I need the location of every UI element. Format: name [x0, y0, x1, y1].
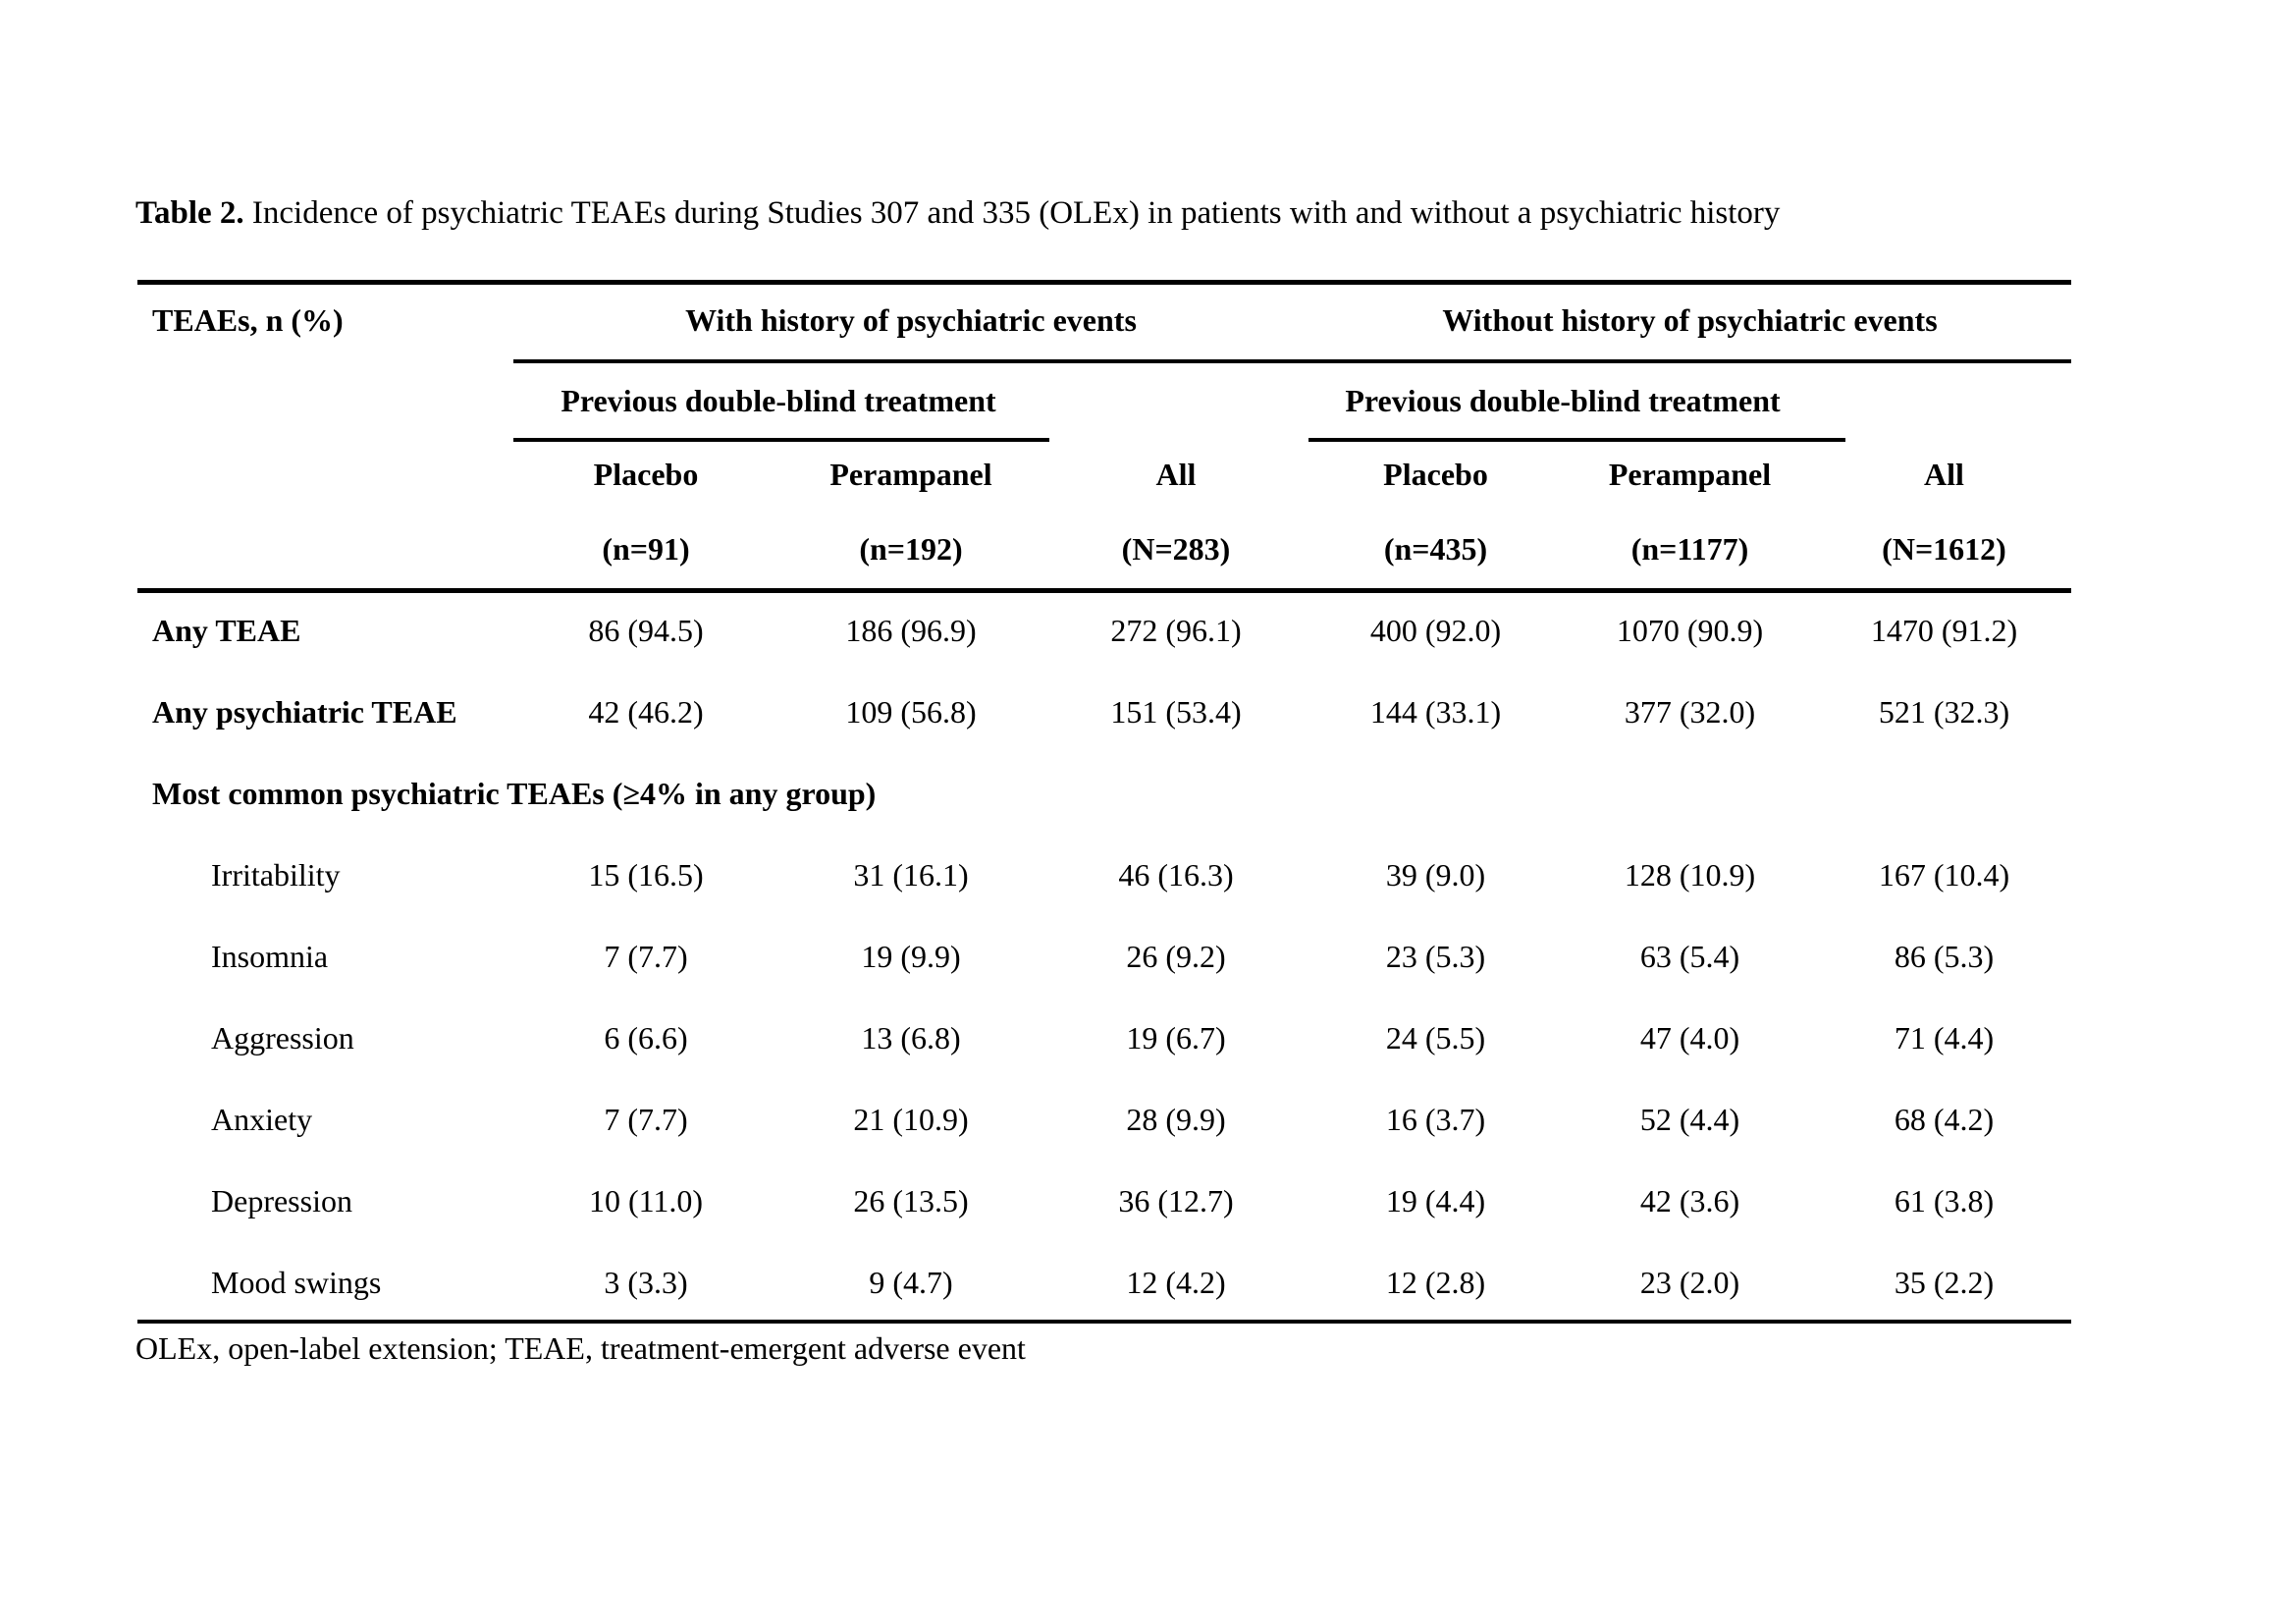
rule-table-bottom — [137, 1320, 2071, 1324]
cell-value: 167 (10.4) — [1878, 857, 2010, 893]
cell-value: 86 (94.5) — [588, 613, 704, 649]
stub-header: TEAEs, n (%) — [152, 302, 344, 339]
cell-value: 6 (6.6) — [604, 1020, 688, 1056]
subgroup-header-right: Previous double-blind treatment — [1345, 382, 1781, 418]
rule-header-bottom — [137, 588, 2071, 593]
data-table: TEAEs, n (%) With history of psychiatric… — [137, 280, 2071, 1324]
cell-value: 3 (3.3) — [604, 1265, 688, 1301]
col-header-placebo-with: Placebo — [593, 456, 699, 492]
cell-value: 46 (16.3) — [1118, 857, 1234, 893]
group-header-with-history: With history of psychiatric events — [685, 302, 1137, 339]
cell-value: 13 (6.8) — [861, 1020, 961, 1056]
col-header-perampanel-without: Perampanel — [1608, 456, 1772, 492]
col-n-placebo-without: (n=435) — [1383, 531, 1488, 568]
cell-value: 19 (6.7) — [1126, 1020, 1226, 1056]
cell-value: 23 (2.0) — [1639, 1265, 1740, 1301]
col-n-perampanel-without: (n=1177) — [1630, 531, 1749, 568]
cell-value: 31 (16.1) — [853, 857, 969, 893]
cell-value: 186 (96.9) — [845, 613, 977, 649]
row-label: Aggression — [211, 1020, 354, 1056]
row-label: Anxiety — [211, 1102, 313, 1138]
cell-value: 63 (5.4) — [1639, 939, 1740, 975]
subgroup-header-left: Previous double-blind treatment — [561, 382, 996, 418]
cell-value: 52 (4.4) — [1639, 1102, 1740, 1138]
cell-value: 377 (32.0) — [1624, 694, 1756, 731]
cell-value: 10 (11.0) — [588, 1183, 704, 1219]
cell-value: 19 (4.4) — [1385, 1183, 1486, 1219]
row-label: Any TEAE — [152, 613, 301, 649]
cell-value: 1070 (90.9) — [1616, 613, 1764, 649]
cell-value: 26 (13.5) — [853, 1183, 969, 1219]
cell-value: 400 (92.0) — [1369, 613, 1502, 649]
cell-value: 15 (16.5) — [588, 857, 704, 893]
cell-value: 42 (46.2) — [588, 694, 704, 731]
col-header-all-with: All — [1155, 456, 1197, 492]
rule-table-top — [137, 280, 2071, 285]
cell-value: 61 (3.8) — [1894, 1183, 1995, 1219]
col-n-all-without: (N=1612) — [1882, 531, 2006, 568]
cell-value: 151 (53.4) — [1110, 694, 1242, 731]
group-header-without-history: Without history of psychiatric events — [1442, 302, 1938, 339]
cell-value: 28 (9.9) — [1126, 1102, 1226, 1138]
cell-value: 7 (7.7) — [604, 939, 688, 975]
section-header: Most common psychiatric TEAEs (≥4% in an… — [152, 776, 877, 812]
table-caption-text: Incidence of psychiatric TEAEs during St… — [243, 195, 1781, 231]
col-n-placebo-with: (n=91) — [602, 531, 690, 568]
cell-value: 144 (33.1) — [1369, 694, 1502, 731]
cell-value: 47 (4.0) — [1639, 1020, 1740, 1056]
cell-value: 35 (2.2) — [1894, 1265, 1995, 1301]
cell-value: 86 (5.3) — [1894, 939, 1995, 975]
cell-value: 36 (12.7) — [1118, 1183, 1234, 1219]
cell-value: 71 (4.4) — [1894, 1020, 1995, 1056]
cell-value: 1470 (91.2) — [1870, 613, 2018, 649]
row-label: Depression — [211, 1183, 352, 1219]
cell-value: 21 (10.9) — [853, 1102, 969, 1138]
table-footnote: OLEx, open-label extension; TEAE, treatm… — [135, 1330, 1026, 1366]
cell-value: 39 (9.0) — [1385, 857, 1486, 893]
row-label: Insomnia — [211, 939, 329, 975]
row-label: Mood swings — [211, 1265, 382, 1301]
col-n-perampanel-with: (n=192) — [859, 531, 963, 568]
cell-value: 521 (32.3) — [1878, 694, 2010, 731]
rule-under-group-headers — [513, 359, 2071, 363]
cell-value: 272 (96.1) — [1110, 613, 1242, 649]
cell-value: 12 (4.2) — [1126, 1265, 1226, 1301]
cell-value: 19 (9.9) — [861, 939, 961, 975]
row-label: Irritability — [211, 857, 341, 893]
table-caption-number: Table 2. — [135, 195, 244, 231]
col-header-perampanel-with: Perampanel — [829, 456, 992, 492]
table-caption: Table 2. Incidence of psychiatric TEAEs … — [135, 194, 1780, 234]
cell-value: 26 (9.2) — [1126, 939, 1226, 975]
cell-value: 68 (4.2) — [1894, 1102, 1995, 1138]
rule-under-subgroup-right — [1308, 438, 1845, 442]
cell-value: 109 (56.8) — [845, 694, 977, 731]
cell-value: 23 (5.3) — [1385, 939, 1486, 975]
col-header-all-without: All — [1924, 456, 1964, 492]
cell-value: 24 (5.5) — [1385, 1020, 1486, 1056]
cell-value: 42 (3.6) — [1639, 1183, 1740, 1219]
rule-under-subgroup-left — [513, 438, 1049, 442]
cell-value: 128 (10.9) — [1624, 857, 1756, 893]
col-n-all-with: (N=283) — [1121, 531, 1231, 568]
cell-value: 7 (7.7) — [604, 1102, 688, 1138]
cell-value: 16 (3.7) — [1385, 1102, 1486, 1138]
row-label: Any psychiatric TEAE — [152, 694, 457, 731]
col-header-placebo-without: Placebo — [1383, 456, 1488, 492]
cell-value: 9 (4.7) — [869, 1265, 953, 1301]
cell-value: 12 (2.8) — [1385, 1265, 1486, 1301]
